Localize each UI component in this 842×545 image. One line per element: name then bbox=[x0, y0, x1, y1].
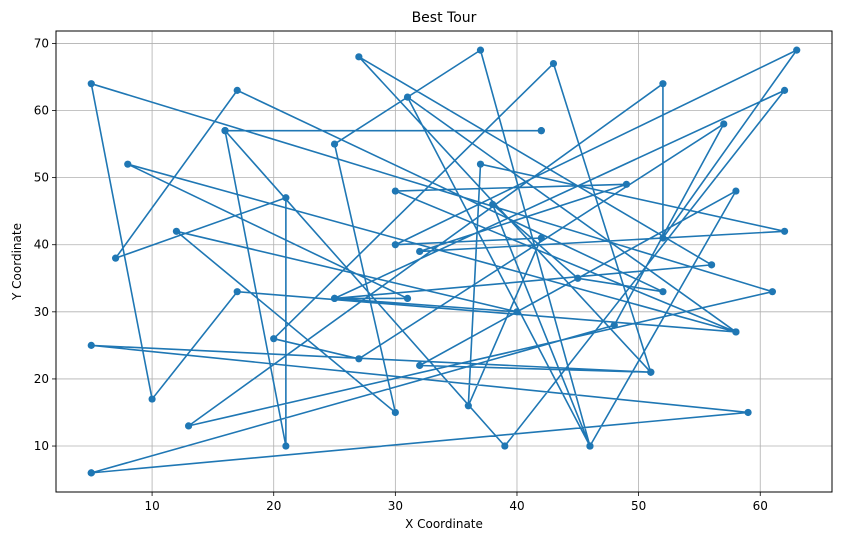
plot-frame bbox=[55, 30, 833, 493]
x-tick-label: 60 bbox=[753, 499, 768, 513]
tour-point bbox=[416, 361, 424, 370]
tour-point bbox=[148, 395, 156, 403]
tour-point bbox=[780, 86, 789, 94]
tour-point bbox=[403, 294, 412, 303]
tour-point bbox=[489, 200, 497, 209]
tour-point bbox=[659, 288, 667, 296]
tour-point bbox=[391, 408, 399, 417]
tour-point bbox=[403, 93, 412, 101]
y-tick-label: 30 bbox=[34, 305, 49, 319]
y-axis-label: Y Coordinate bbox=[10, 223, 24, 301]
tour-point bbox=[574, 274, 582, 282]
x-axis-label: X Coordinate bbox=[405, 517, 483, 531]
tour-point bbox=[732, 187, 740, 195]
tour-point bbox=[744, 408, 752, 417]
tour-point bbox=[476, 46, 485, 54]
y-tick-label: 60 bbox=[34, 104, 49, 118]
series-layer bbox=[87, 46, 801, 477]
tour-point bbox=[111, 254, 120, 262]
tour-point bbox=[793, 46, 801, 54]
tour-point bbox=[622, 180, 631, 188]
y-tick-label: 20 bbox=[34, 372, 49, 386]
tour-point bbox=[330, 140, 339, 148]
tour-point bbox=[282, 194, 290, 202]
tour-point bbox=[184, 422, 193, 430]
tour-point bbox=[355, 355, 363, 363]
y-tick-label: 10 bbox=[34, 439, 49, 453]
ticks: 10 20 30 40 50 60 10 20 30 40 50 60 70 bbox=[34, 36, 768, 513]
tour-point bbox=[586, 442, 594, 450]
tour-point bbox=[87, 80, 95, 88]
tour-point bbox=[87, 469, 95, 477]
tour-point bbox=[124, 160, 132, 168]
tour-point bbox=[391, 187, 399, 195]
x-tick-label: 20 bbox=[266, 499, 281, 513]
tour-point bbox=[282, 442, 290, 450]
y-tick-label: 50 bbox=[34, 171, 49, 185]
tour-point bbox=[87, 341, 95, 349]
tour-point bbox=[549, 59, 558, 68]
x-tick-label: 50 bbox=[631, 499, 646, 513]
chart-title: Best Tour bbox=[412, 10, 477, 26]
tour-point bbox=[720, 120, 728, 128]
tour-point bbox=[233, 288, 241, 296]
tour-point bbox=[768, 288, 777, 296]
tour-point bbox=[355, 53, 363, 61]
tour-point bbox=[537, 127, 545, 135]
tour-point bbox=[172, 227, 181, 235]
tour-point bbox=[659, 234, 667, 242]
tour-point bbox=[391, 241, 399, 249]
tour-point bbox=[416, 247, 424, 256]
tour-point bbox=[221, 127, 229, 135]
grid bbox=[56, 31, 832, 492]
x-tick-label: 30 bbox=[388, 499, 403, 513]
tour-point bbox=[732, 328, 740, 336]
tour-point bbox=[780, 227, 789, 235]
tour-point bbox=[647, 368, 655, 376]
tour-point bbox=[659, 80, 667, 88]
tour-point bbox=[537, 234, 545, 242]
tour-point bbox=[270, 335, 278, 343]
x-tick-label: 40 bbox=[509, 499, 524, 513]
tour-point bbox=[707, 261, 716, 269]
tour-point bbox=[610, 321, 618, 329]
tour-point bbox=[330, 294, 339, 303]
x-tick-label: 10 bbox=[144, 499, 159, 513]
tour-point bbox=[501, 442, 509, 450]
tour-point bbox=[233, 86, 241, 94]
y-tick-label: 40 bbox=[34, 238, 49, 252]
tour-point bbox=[513, 308, 521, 316]
tour-point bbox=[476, 160, 485, 168]
tour-point bbox=[464, 402, 472, 410]
y-tick-label: 70 bbox=[34, 36, 49, 50]
